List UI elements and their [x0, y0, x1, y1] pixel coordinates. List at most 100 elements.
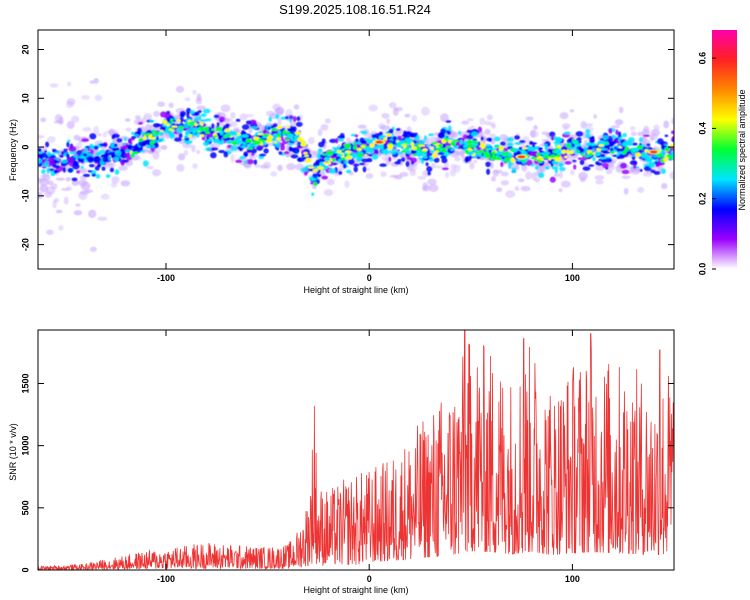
heatmap-cell: [530, 130, 539, 138]
heatmap-cell: [441, 147, 447, 153]
heatmap-cell: [61, 159, 68, 164]
heatmap-cell: [433, 157, 440, 163]
heatmap-cell: [327, 161, 331, 165]
heatmap-cell: [99, 143, 108, 147]
heatmap-cell: [614, 119, 624, 126]
heatmap-cell: [176, 163, 185, 172]
heatmap-cell: [203, 126, 209, 132]
heatmap-cell: [310, 178, 317, 181]
heatmap-cell: [277, 164, 283, 172]
heatmap-cell: [225, 134, 232, 137]
heatmap-cell: [544, 166, 550, 170]
heatmap-cell: [341, 157, 345, 160]
heatmap-cell: [574, 143, 582, 147]
heatmap-cell: [638, 137, 644, 143]
heatmap-cell: [200, 134, 205, 138]
heatmap-cell: [218, 116, 226, 123]
heatmap-cell: [529, 152, 534, 157]
heatmap-cell: [175, 85, 185, 93]
heatmap-cell: [46, 167, 50, 174]
heatmap-cell: [576, 137, 582, 141]
heatmap-cell: [644, 149, 648, 153]
heatmap-cell: [445, 145, 452, 149]
heatmap-cell: [507, 154, 512, 158]
heatmap-cell: [275, 113, 280, 120]
heatmap-cell: [529, 140, 533, 145]
heatmap-cell: [89, 80, 95, 84]
heatmap-cell: [238, 141, 246, 144]
heatmap-cell: [401, 149, 406, 153]
heatmap-cell: [570, 169, 575, 175]
heatmap-cell: [277, 125, 283, 130]
heatmap-cell: [663, 120, 670, 129]
heatmap-cell: [280, 144, 286, 151]
heatmap-cell: [283, 151, 290, 155]
heatmap-cell: [477, 153, 482, 157]
heatmap-cell: [258, 137, 262, 142]
heatmap-cell: [75, 142, 83, 149]
heatmap-cell: [66, 141, 70, 148]
heatmap-cell: [211, 123, 215, 130]
x-tick-label: 0: [367, 574, 372, 584]
heatmap-cell: [248, 152, 258, 160]
heatmap-cell: [639, 168, 643, 172]
heatmap-cell: [429, 136, 439, 143]
heatmap-cell: [619, 162, 628, 169]
snr-frame: [37, 329, 675, 571]
heatmap-cell: [486, 168, 491, 175]
heatmap-cell: [105, 174, 111, 179]
heatmap-cell: [517, 178, 525, 183]
heatmap-cell: [594, 175, 605, 180]
heatmap-cell: [565, 144, 572, 148]
heatmap-cell: [224, 117, 233, 122]
heatmap-cell: [212, 139, 220, 144]
heatmap-cell: [176, 130, 184, 133]
heatmap-cell: [406, 156, 413, 161]
heatmap-cell: [624, 146, 630, 151]
heatmap-cell: [423, 135, 428, 141]
heatmap-cell: [329, 138, 338, 143]
heatmap-cell: [239, 113, 248, 121]
heatmap-cell: [556, 145, 562, 149]
heatmap-cell: [569, 150, 574, 155]
heatmap-cell: [577, 157, 583, 160]
heatmap-cell: [508, 162, 512, 170]
heatmap-cell: [75, 156, 79, 160]
heatmap-cell: [88, 209, 97, 218]
heatmap-cell: [604, 145, 609, 149]
heatmap-cell: [321, 138, 326, 144]
heatmap-cell: [525, 116, 534, 121]
heatmap-cell: [428, 184, 439, 192]
heatmap-cell: [484, 128, 491, 135]
heatmap-cell: [531, 156, 536, 160]
heatmap-cell: [623, 187, 629, 195]
heatmap-cell: [145, 124, 152, 131]
heatmap-cell: [65, 176, 71, 182]
heatmap-cell: [454, 156, 461, 162]
heatmap-cell: [363, 147, 369, 151]
heatmap-cell: [272, 123, 278, 128]
heatmap-cell: [76, 170, 81, 174]
heatmap-cell: [559, 166, 566, 172]
heatmap-cell: [47, 180, 54, 186]
heatmap-cell: [109, 167, 115, 173]
heatmap-cell: [496, 187, 503, 193]
heatmap-cell: [595, 179, 604, 185]
heatmap-cell: [194, 111, 200, 116]
heatmap-cell: [68, 145, 77, 152]
heatmap-cell: [66, 98, 76, 106]
heatmap-cell: [353, 166, 358, 173]
heatmap-cell: [343, 143, 351, 148]
heatmap-cell: [133, 134, 140, 137]
heatmap-cell: [617, 131, 622, 138]
colorbar-tick-label: 0.0: [697, 263, 707, 276]
heatmap-cell: [610, 150, 615, 154]
heatmap-cell: [585, 128, 591, 134]
heatmap-cell: [219, 130, 224, 136]
heatmap-cell: [377, 144, 384, 148]
heatmap-cell: [421, 186, 428, 192]
heatmap-cell: [602, 135, 609, 140]
heatmap-cell: [91, 173, 97, 177]
snr-series: [38, 330, 674, 570]
heatmap-cell: [138, 137, 144, 142]
